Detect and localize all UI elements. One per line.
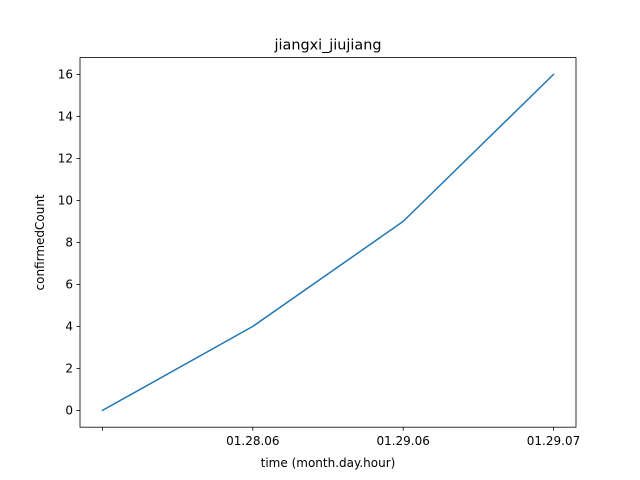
y-tick-label: 10 <box>58 194 73 208</box>
chart-title: jiangxi_jiujiang <box>274 38 382 54</box>
y-axis-ticks: 0 2 4 6 8 10 12 14 16 <box>58 68 80 418</box>
y-tick-label: 2 <box>65 362 73 376</box>
x-tick-label: 01.29.06 <box>376 434 429 448</box>
x-tick-label: 01.28.06 <box>226 434 279 448</box>
y-tick-label: 16 <box>58 68 73 82</box>
x-axis-ticks: 01.28.06 01.29.06 01.29.07 <box>102 427 580 448</box>
plot-area <box>80 57 576 428</box>
series-line <box>101 73 555 412</box>
y-axis-label: confirmedCount <box>33 194 47 290</box>
series-group <box>101 73 555 412</box>
y-tick-label: 14 <box>58 110 73 124</box>
y-tick-label: 12 <box>58 152 73 166</box>
x-tick-label: 01.29.07 <box>527 434 580 448</box>
y-tick-label: 0 <box>65 404 73 418</box>
y-tick-label: 4 <box>65 320 73 334</box>
plot-frame <box>79 57 577 428</box>
y-tick-label: 8 <box>65 236 73 250</box>
y-tick-label: 6 <box>65 278 73 292</box>
x-axis-label: time (month.day.hour) <box>261 456 396 470</box>
